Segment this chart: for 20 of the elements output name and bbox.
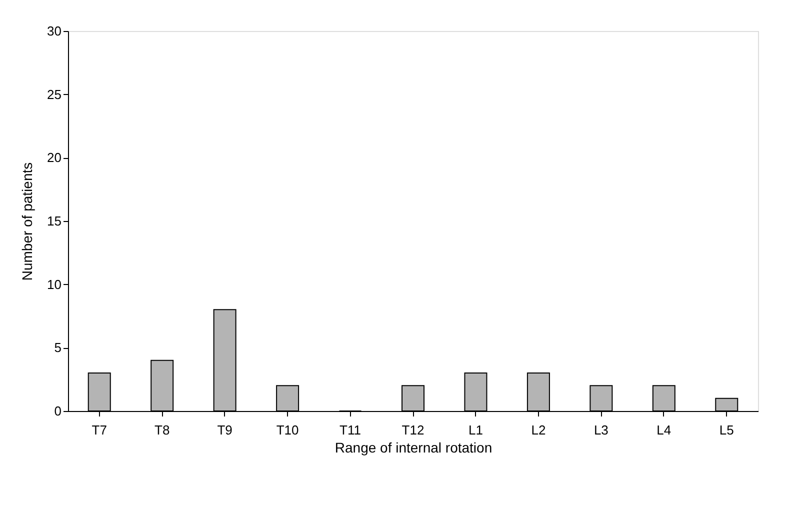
x-tick-label: L4	[656, 422, 672, 438]
x-tick-label: L5	[719, 422, 734, 438]
y-tick-label: 20	[47, 150, 62, 166]
y-tick-label: 25	[47, 86, 62, 102]
y-axis-title: Number of patients	[19, 162, 36, 281]
y-tick-label: 30	[47, 24, 62, 38]
x-tick-label: T11	[340, 422, 361, 438]
y-tick-label: 5	[54, 340, 62, 356]
y-tick-label: 15	[47, 214, 62, 228]
y-tick-label: 0	[54, 404, 62, 418]
x-tick-label: L3	[594, 422, 608, 438]
x-tick-label: L2	[531, 422, 546, 438]
x-tick-label: T8	[154, 422, 170, 438]
x-tick-label: T12	[402, 422, 424, 438]
x-axis-title: Range of internal rotation	[334, 440, 492, 456]
y-tick-label: 10	[47, 276, 62, 292]
x-tick-label: L1	[468, 422, 483, 438]
x-tick-label: T10	[276, 422, 299, 438]
x-tick-label: T9	[217, 422, 232, 438]
x-tick-label: T7	[92, 422, 107, 438]
